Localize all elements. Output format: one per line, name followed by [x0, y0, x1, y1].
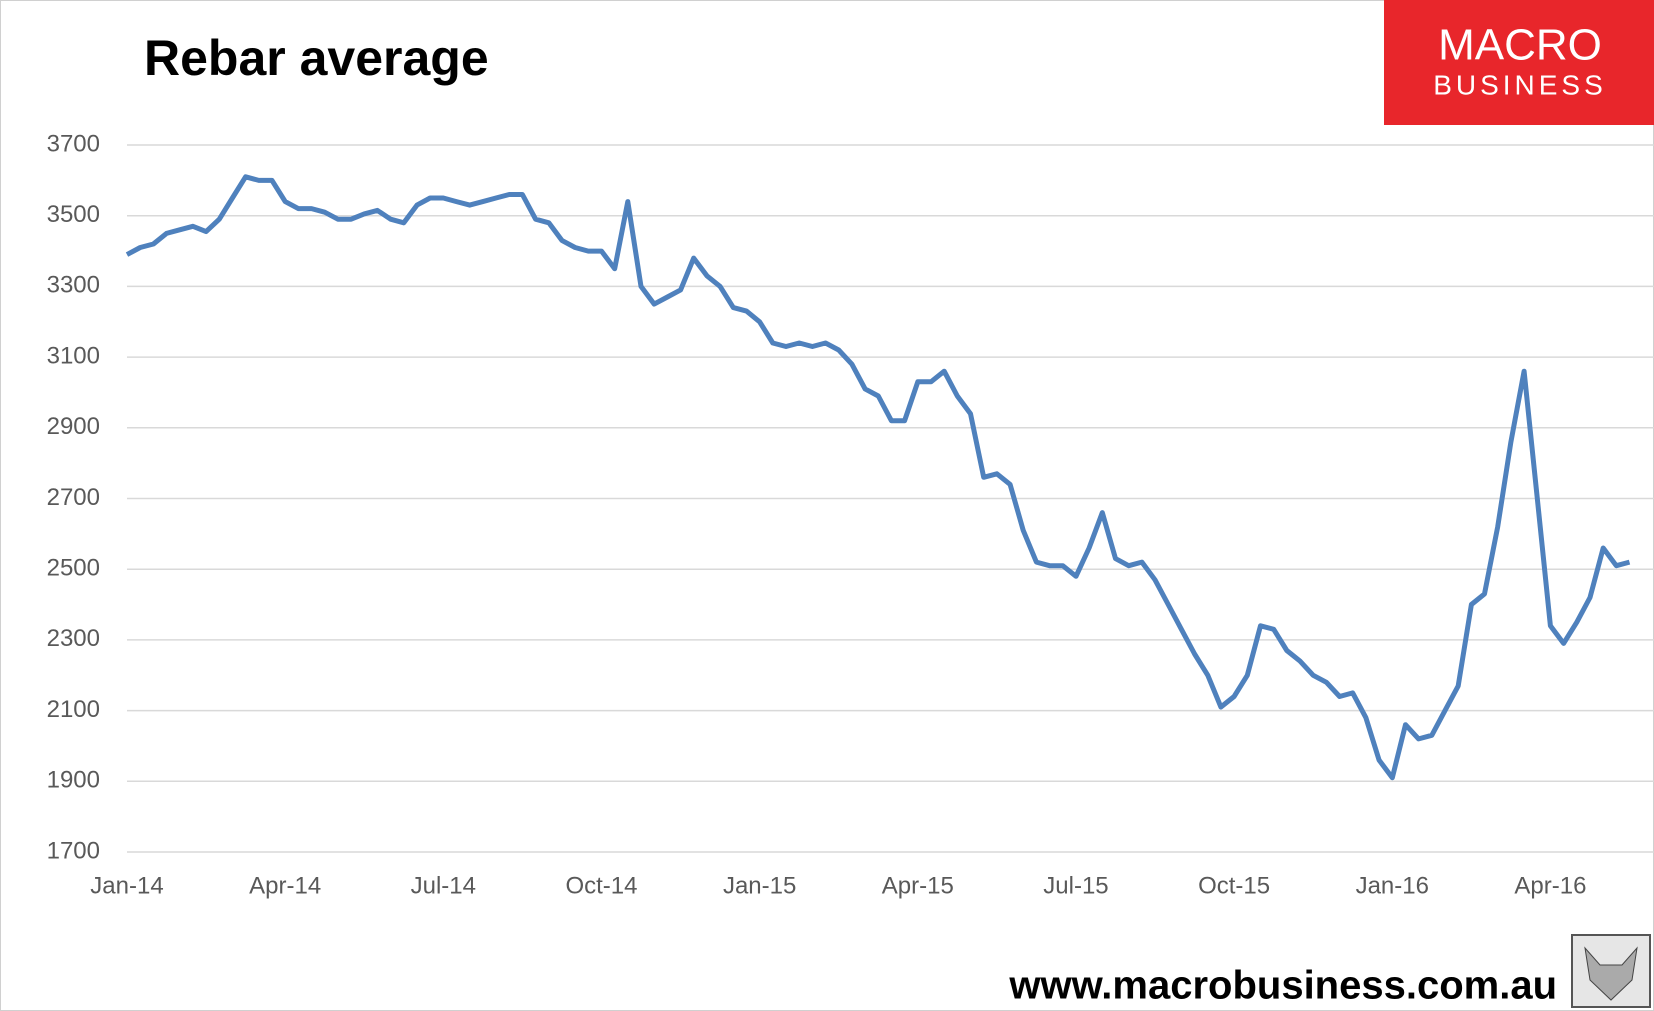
x-tick-label: Oct-14 [565, 872, 637, 899]
y-tick-label: 2500 [47, 555, 100, 582]
data-line [125, 174, 1631, 781]
x-tick-label: Jul-15 [1043, 872, 1108, 899]
x-tick-label: Apr-15 [882, 872, 954, 899]
y-tick-label: 3300 [47, 272, 100, 299]
logo [1384, 0, 1654, 125]
y-tick-label: 2900 [47, 413, 100, 440]
y-tick-label: 3100 [47, 342, 100, 369]
x-tick-label: Oct-15 [1198, 872, 1270, 899]
x-tick-label: Jul-14 [411, 872, 476, 899]
y-tick-label: 1900 [47, 767, 100, 794]
y-tick-label: 3500 [47, 201, 100, 228]
y-tick-label: 2700 [47, 484, 100, 511]
x-tick-label: Jan-15 [723, 872, 796, 899]
y-tick-label: 1700 [47, 837, 100, 864]
y-tick-label: 2100 [47, 696, 100, 723]
x-tick-label: Jan-16 [1356, 872, 1429, 899]
fox-face [1584, 946, 1638, 1001]
website: www.macrobusiness.com.au [1008, 964, 1557, 1008]
logo-top: MACRO [1438, 21, 1602, 70]
x-tick-label: Apr-16 [1514, 872, 1586, 899]
y-tick-label: 3700 [47, 130, 100, 157]
x-tick-label: Jan-14 [90, 872, 163, 899]
y-tick-label: 2300 [47, 625, 100, 652]
logo-bottom: BUSINESS [1433, 69, 1607, 100]
chart-title: Rebar average [144, 30, 489, 86]
x-tick-label: Apr-14 [249, 872, 321, 899]
